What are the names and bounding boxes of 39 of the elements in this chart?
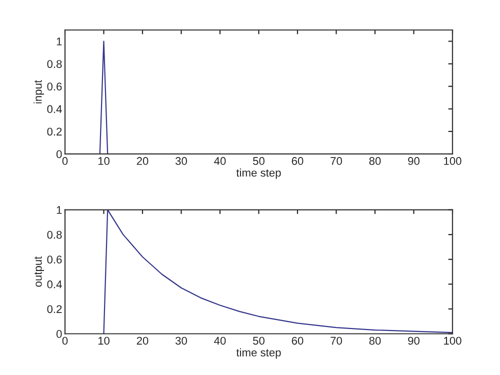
x-tick-label: 30 [175,157,187,165]
y-tick-label: 0.6 [47,256,62,264]
x-tick-label: 50 [253,157,264,165]
x-tick-label: 10 [98,157,110,165]
line-series [103,210,452,334]
x-axis-title: time step [236,348,281,359]
y-tick-label: 0.2 [47,305,62,314]
y-axis-title: output [34,256,44,287]
y-tick-label: 0.8 [47,60,62,68]
x-tick-label: 80 [369,157,381,165]
x-tick-label: 100 [444,336,462,345]
x-tick-label: 10 [98,336,110,345]
y-tick-label: 0 [56,150,62,158]
x-tick-label: 70 [330,157,342,165]
y-axis-title: input [34,80,44,104]
x-tick-label: 40 [214,157,226,165]
x-tick-label: 90 [408,336,420,345]
x-tick-label: 0 [62,157,68,165]
x-tick-label: 80 [369,336,381,345]
y-tick-label: 0.4 [47,280,62,288]
x-tick-label: 40 [214,336,226,345]
x-tick-label: 50 [253,336,264,345]
y-tick-label: 0.4 [47,105,62,114]
x-tick-label: 60 [292,157,304,165]
x-tick-label: 0 [62,336,68,345]
y-tick-label: 0.8 [47,230,62,239]
x-tick-label: 20 [136,336,148,345]
x-tick-label: 20 [136,157,148,165]
x-tick-label: 70 [330,336,342,345]
x-tick-label: 100 [444,157,462,165]
x-tick-label: 60 [292,336,304,345]
y-tick-label: 0.6 [47,82,62,90]
y-tick-label: 1 [56,206,62,214]
y-tick-label: 1 [56,38,62,46]
y-tick-label: 0 [56,330,62,338]
x-tick-label: 90 [408,157,420,165]
x-axis-title: time step [236,168,281,179]
x-tick-label: 30 [175,336,187,345]
y-tick-label: 0.2 [47,128,62,136]
